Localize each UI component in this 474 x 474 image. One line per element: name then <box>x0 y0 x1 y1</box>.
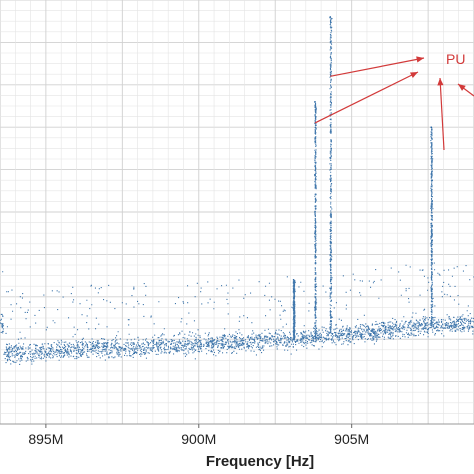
axis-strip <box>0 424 474 474</box>
annotation-arrow <box>330 57 425 77</box>
annotation-group: PU <box>314 51 474 151</box>
data-points <box>0 16 474 365</box>
arrow-head <box>437 78 444 86</box>
x-tick-label: 905M <box>334 431 369 447</box>
arrow-head <box>410 72 418 79</box>
annotation-arrow <box>439 77 445 151</box>
x-tick-label: 895M <box>28 431 63 447</box>
x-tick-label: 900M <box>181 431 216 447</box>
arrow-head <box>416 56 424 63</box>
arrow-head <box>458 84 466 91</box>
annotation-label: PU <box>446 51 465 67</box>
grid-lines <box>0 0 474 425</box>
x-axis-title: Frequency [Hz] <box>206 453 314 470</box>
x-axis: 895M 900M 905M <box>0 423 474 447</box>
annotation-arrow <box>314 71 419 124</box>
